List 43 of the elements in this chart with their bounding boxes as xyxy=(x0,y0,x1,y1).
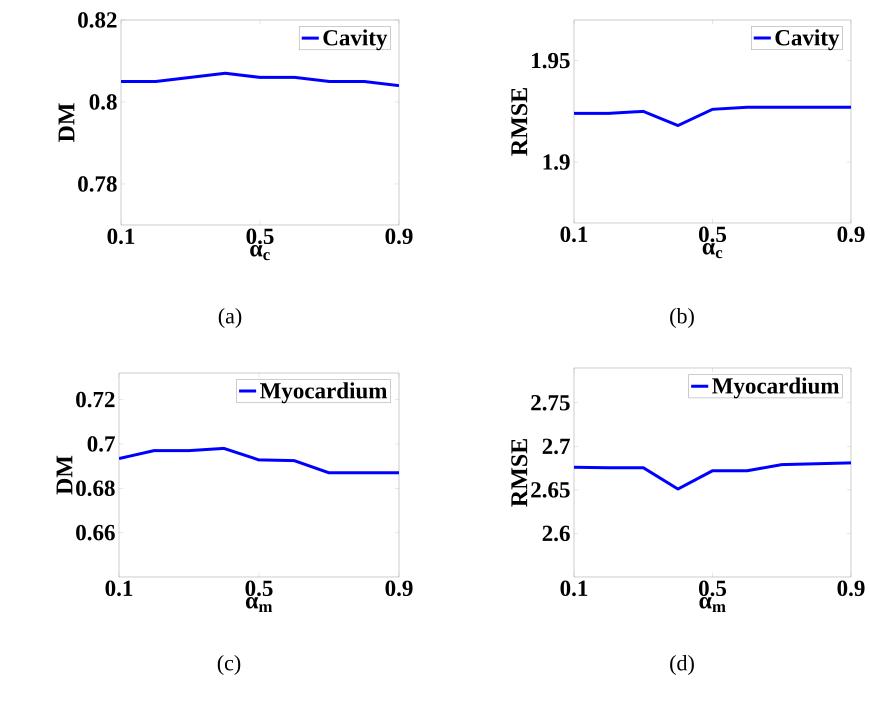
text: (d) xyxy=(670,655,694,675)
y-tick-label: 0.8 xyxy=(90,94,117,110)
y-tick-label: 1.9 xyxy=(544,154,570,170)
y-axis-title: RMSE xyxy=(511,88,528,156)
x-tick-label: 0.5 xyxy=(699,580,726,596)
x-axis-title: α$_{c}$ xyxy=(702,243,722,258)
y-tick-label: 2.75 xyxy=(531,395,570,411)
y-axis-title: DM xyxy=(58,103,74,142)
y-tick-label: 0.82 xyxy=(78,12,116,28)
y-tick-label: 0.7 xyxy=(88,436,115,452)
y-tick-label: 0.72 xyxy=(76,392,114,408)
y-tick-label: 1.95 xyxy=(532,52,570,68)
legend-label: Cavity xyxy=(775,29,840,50)
x-axis-title: α$_{m}$ xyxy=(246,597,272,612)
legend-label: Cavity xyxy=(323,29,388,50)
x-tick-label: 0.1 xyxy=(560,226,588,242)
y-tick-label: 0.68 xyxy=(76,480,115,496)
line-series xyxy=(121,72,399,88)
x-tick-label: 0.9 xyxy=(386,580,413,596)
x-tick-label: 0.9 xyxy=(837,226,865,242)
y-tick-label: 0.66 xyxy=(76,524,115,540)
y-axis-title: DM xyxy=(56,456,72,495)
text: (b) xyxy=(670,308,694,328)
y-tick-label: 0.78 xyxy=(78,176,117,192)
text: (a) xyxy=(218,308,242,328)
x-axis-title: α$_{c}$ xyxy=(250,245,270,260)
x-tick-label: 0.5 xyxy=(246,580,273,596)
legend-label: Myocardium xyxy=(260,382,388,404)
x-tick-label: 0.9 xyxy=(386,228,413,244)
y-axis-title: RMSE xyxy=(511,439,528,507)
x-tick-label: 0.1 xyxy=(560,580,588,596)
x-tick-label: 0.9 xyxy=(837,580,865,596)
line-series xyxy=(574,461,851,491)
x-tick-label: 0.1 xyxy=(106,580,132,596)
y-tick-label: 2.6 xyxy=(542,526,570,542)
legend-label: Myocardium xyxy=(712,377,840,398)
x-axis-title: α$_{m}$ xyxy=(699,597,726,612)
y-tick-label: 2.7 xyxy=(542,438,570,454)
x-tick-label: 0.1 xyxy=(108,228,134,244)
x-tick-label: 0.5 xyxy=(246,228,274,244)
text: (c) xyxy=(218,655,240,675)
x-tick-label: 0.5 xyxy=(699,226,726,242)
y-tick-label: 2.65 xyxy=(531,482,570,498)
